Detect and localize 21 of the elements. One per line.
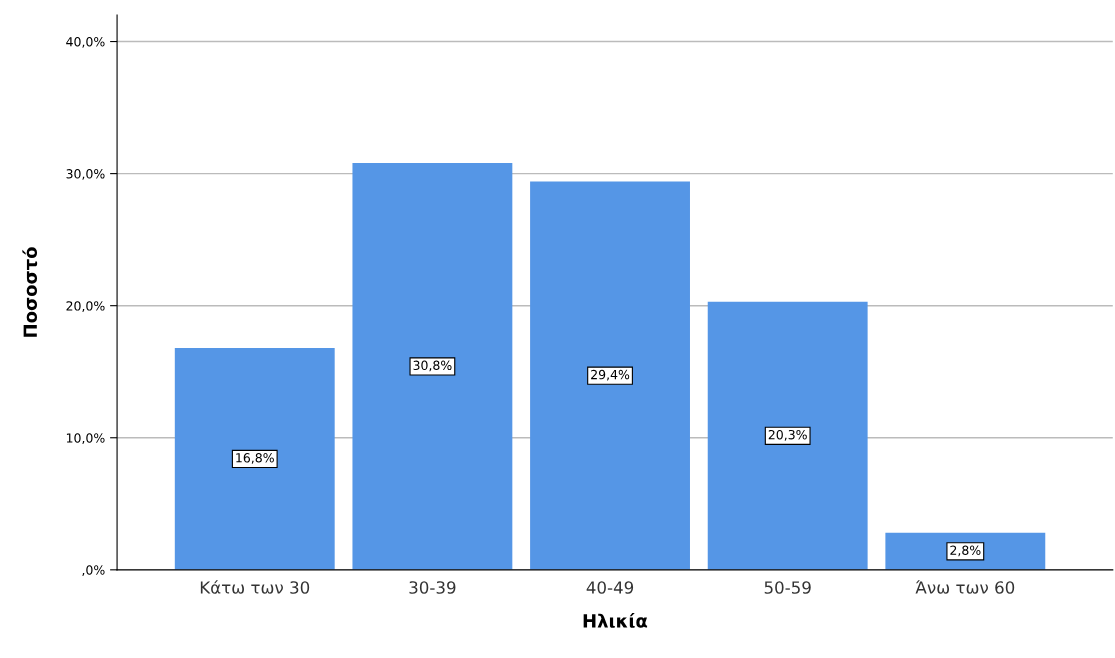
x-tick-label: 30-39 [409,581,456,594]
x-tick-label: 50-59 [764,581,811,594]
data-label: 16,8% [236,453,274,464]
bar [707,301,868,570]
x-axis-title: Ηλικία [583,613,648,628]
data-label: 2,8% [950,545,981,557]
x-tick-label: Κάτω των 30 [200,580,310,594]
x-tick-label: Άνω των 60 [915,580,1015,594]
bar [174,347,335,570]
data-label: 20,3% [768,429,807,441]
y-axis-title: Ποσοστό [22,247,38,337]
y-tick-label: ,0% [82,565,105,577]
y-tick-label: 10,0% [66,433,105,444]
x-tick-label: 40-49 [586,581,634,594]
data-label: 30,8% [413,360,452,372]
data-label: 29,4% [591,369,630,381]
y-tick-label: 30,0% [66,169,105,180]
y-tick-label: 40,0% [66,37,105,48]
y-tick-label: 20,0% [66,301,105,312]
bar [352,163,513,570]
bar [530,181,690,570]
